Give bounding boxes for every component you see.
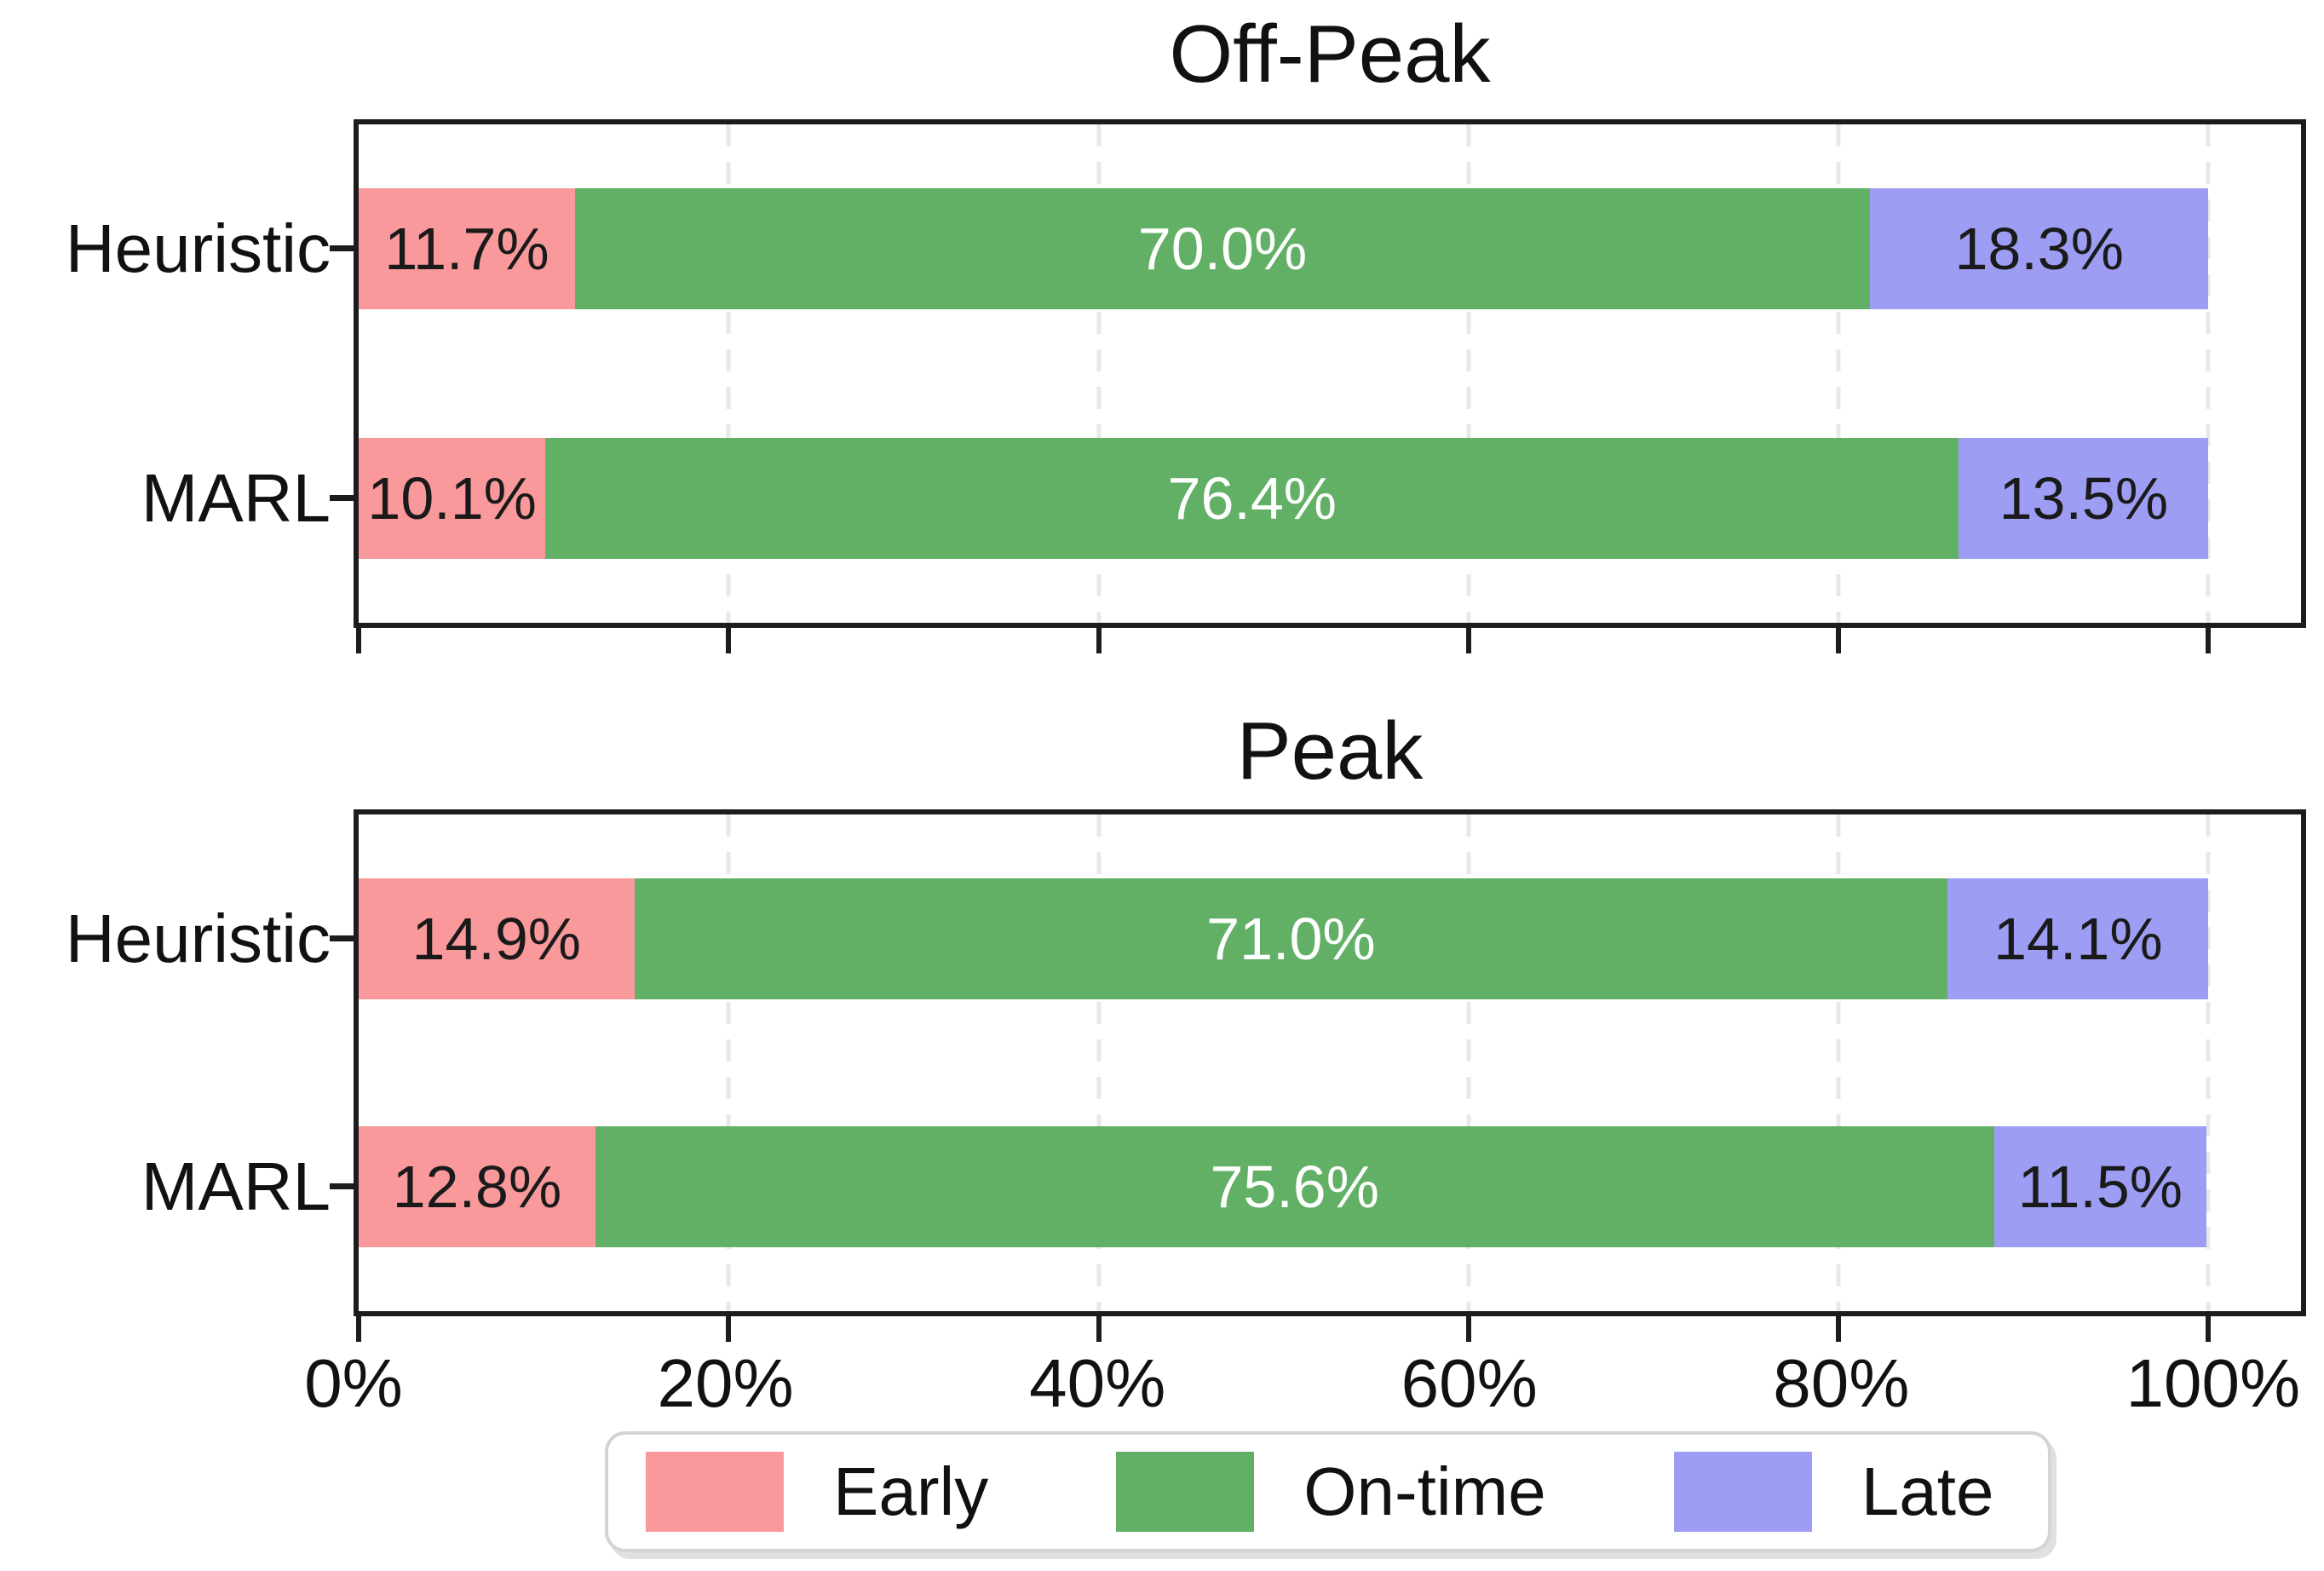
y-tick-heuristic [330, 935, 354, 941]
bar-value-label: 76.4% [1167, 464, 1337, 532]
bar-segment-heuristic-on-time: 70.0% [575, 188, 1871, 310]
x-tick-60 [1465, 628, 1471, 653]
bar-value-label: 11.5% [2017, 1154, 2183, 1221]
legend-entry-late: Late [1673, 1452, 1994, 1532]
bar-segment-marl-late: 11.5% [1993, 1126, 2207, 1248]
bar-segment-heuristic-late: 14.1% [1947, 878, 2209, 999]
x-tick-label-20-: 20% [657, 1345, 794, 1421]
legend-label-early: Early [833, 1453, 989, 1529]
subplot-title-peak: Peak [1236, 705, 1424, 797]
category-label-heuristic: Heuristic [65, 210, 331, 287]
y-tick-marl [330, 1183, 354, 1190]
bar-value-label: 71.0% [1206, 905, 1376, 972]
bar-value-label: 14.9% [411, 905, 581, 972]
bar-segment-marl-early: 10.1% [359, 437, 546, 559]
bar-value-label: 12.8% [392, 1154, 562, 1221]
legend-swatch-early-icon [646, 1452, 784, 1532]
bar-segment-heuristic-late: 18.3% [1870, 188, 2209, 310]
x-tick-40 [1096, 1316, 1102, 1342]
y-tick-heuristic [330, 245, 354, 252]
x-tick-60 [1465, 1316, 1471, 1342]
x-tick-20 [726, 1316, 732, 1342]
bar-segment-marl-on-time: 75.6% [595, 1126, 1994, 1248]
bar-value-label: 70.0% [1137, 216, 1308, 283]
axes-off-peak: 11.7% 70.0% 18.3% 10.1% 76.4% 13.5% [330, 119, 2306, 653]
gridline-20 [726, 814, 731, 1311]
gridline-80 [1836, 124, 1841, 623]
gridline-60 [1466, 814, 1471, 1311]
x-tick-100 [2206, 1316, 2212, 1342]
bar-value-label: 10.1% [367, 464, 537, 532]
gridline-20 [726, 124, 731, 623]
legend-label-late: Late [1861, 1453, 1994, 1529]
bar-segment-heuristic-early: 11.7% [359, 188, 576, 310]
x-tick-label-100-: 100% [2126, 1345, 2301, 1421]
y-tick-marl [330, 494, 354, 501]
gridline-100 [2206, 814, 2211, 1311]
legend-swatch-late-icon [1673, 1452, 1812, 1532]
legend: Early On-time Late [605, 1431, 2051, 1552]
legend-swatch-on-time-icon [1116, 1452, 1255, 1532]
legend-label-on-time: On-time [1303, 1453, 1546, 1529]
x-tick-80 [1836, 628, 1842, 653]
subplot-title-off-peak: Off-Peak [1169, 9, 1491, 100]
category-label-heuristic: Heuristic [65, 900, 331, 976]
x-tick-40 [1096, 628, 1102, 653]
bar-value-label: 75.6% [1210, 1154, 1379, 1221]
x-tick-0 [356, 628, 361, 653]
bar-value-label: 14.1% [1993, 905, 2163, 972]
x-tick-0 [356, 1316, 361, 1342]
legend-entry-early: Early [646, 1452, 988, 1532]
gridline-40 [1096, 124, 1102, 623]
bar-segment-marl-on-time: 76.4% [545, 437, 1959, 559]
gridline-100 [2206, 124, 2211, 623]
bar-value-label: 11.7% [384, 216, 549, 283]
bar-segment-heuristic-early: 14.9% [359, 878, 635, 999]
bar-segment-marl-late: 13.5% [1959, 437, 2209, 559]
bar-segment-heuristic-on-time: 71.0% [634, 878, 1948, 999]
gridline-60 [1466, 124, 1471, 623]
bar-value-label: 13.5% [1999, 464, 2169, 532]
x-tick-label-40-: 40% [1029, 1345, 1166, 1421]
category-label-marl: MARL [141, 1148, 331, 1225]
x-tick-label-60-: 60% [1401, 1345, 1538, 1421]
gridline-80 [1836, 814, 1841, 1311]
bar-value-label: 18.3% [1954, 216, 2124, 283]
axes-peak: 14.9% 71.0% 14.1% 12.8% 75.6% 11.5% [330, 809, 2306, 1342]
category-label-marl: MARL [141, 459, 331, 536]
gridline-40 [1096, 814, 1102, 1311]
x-tick-20 [726, 628, 732, 653]
x-tick-label-0-: 0% [304, 1345, 403, 1421]
bar-segment-marl-early: 12.8% [359, 1126, 595, 1248]
x-tick-label-80-: 80% [1773, 1345, 1910, 1421]
x-tick-80 [1836, 1316, 1842, 1342]
legend-entry-on-time: On-time [1116, 1452, 1546, 1532]
x-tick-100 [2206, 628, 2212, 653]
